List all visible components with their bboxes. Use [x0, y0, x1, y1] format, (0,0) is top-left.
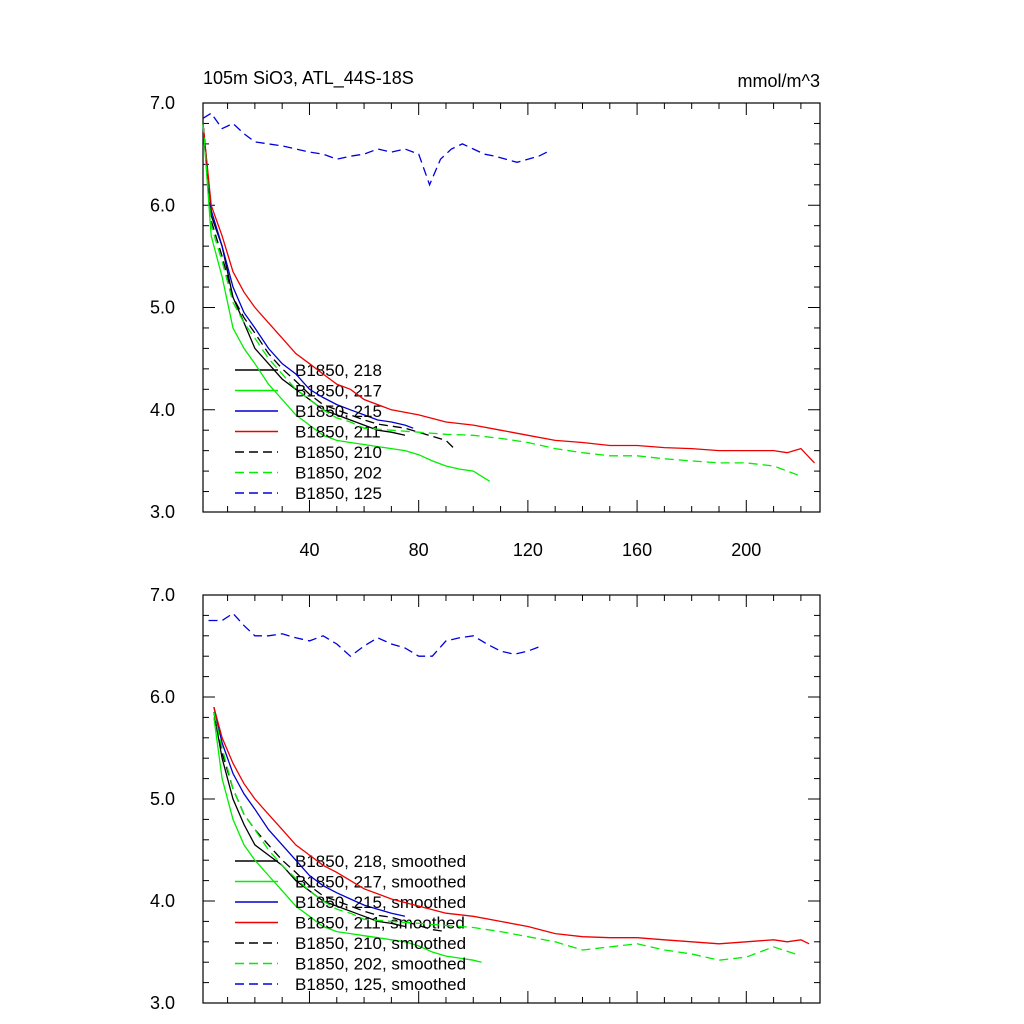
y-tick-label: 7.0: [150, 585, 175, 605]
series-line-2: [213, 717, 482, 963]
series-line-7: [208, 612, 542, 658]
legend-entry: B1850, 210, smoothed: [295, 934, 466, 953]
legend-entry: B1850, 218, smoothed: [295, 852, 466, 871]
x-tick-label: 120: [513, 540, 543, 560]
legend-entry: B1850, 211: [295, 423, 381, 442]
series-line-7: [202, 112, 548, 187]
y-tick-label: 6.0: [150, 195, 175, 215]
top-panel: 3.0 4.0 5.0 6.0 7.0 40 80 120 160 200 B1850, 218 B1…: [150, 93, 821, 560]
y-tick-label: 4.0: [150, 400, 175, 420]
series-line-3: [202, 123, 414, 429]
legend-entry: B1850, 125: [295, 484, 382, 503]
series-line-4: [213, 707, 810, 945]
series-line-1: [202, 123, 406, 436]
series-line-6: [202, 123, 802, 477]
legend-entry: B1850, 217: [295, 382, 382, 401]
chart-title: 105m SiO3, ATL_44S-18S: [203, 68, 414, 89]
legend-entry: B1850, 210: [295, 443, 382, 462]
legend-entry: B1850, 217, smoothed: [295, 873, 466, 892]
y-tick-label: 3.0: [150, 993, 175, 1013]
y-tick-label: 3.0: [150, 502, 175, 522]
y-tick-label: 6.0: [150, 687, 175, 707]
x-tick-label: 80: [409, 540, 429, 560]
x-tick-label: 200: [731, 540, 761, 560]
legend-entry: B1850, 218: [295, 361, 382, 380]
y-tick-label: 7.0: [150, 93, 175, 113]
y-tick-label: 5.0: [150, 789, 175, 809]
x-tick-label: 40: [299, 540, 319, 560]
series-line-5: [202, 123, 455, 450]
series-line-6: [213, 712, 796, 961]
series-line-4: [202, 123, 815, 464]
bottom-panel: 3.0 4.0 5.0 6.0 7.0 B1850, 218, smoothed B1850…: [150, 585, 821, 1013]
series-line-2: [202, 123, 491, 482]
series-line-3: [213, 707, 406, 917]
y-tick-label: 5.0: [150, 298, 175, 318]
legend-entry: B1850, 202, smoothed: [295, 955, 466, 974]
legend-entry: B1850, 215, smoothed: [295, 893, 466, 912]
legend-entry: B1850, 202: [295, 464, 382, 483]
legend-entry: B1850, 211, smoothed: [295, 914, 465, 933]
x-tick-label: 160: [622, 540, 652, 560]
legend-entry: B1850, 215: [295, 402, 382, 421]
units-label: mmol/m^3: [738, 71, 820, 91]
legend-entry: B1850, 125, smoothed: [295, 975, 466, 994]
y-tick-label: 4.0: [150, 891, 175, 911]
series-line-1: [213, 712, 406, 928]
